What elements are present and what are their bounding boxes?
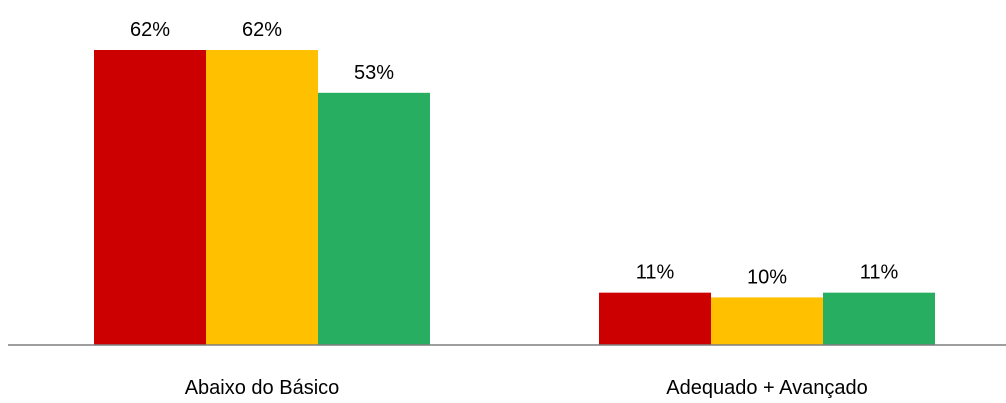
bar — [823, 292, 935, 345]
value-labels-layer: 62% 62% 53% 11% 10% 11% — [130, 19, 899, 288]
category-label: Adequado + Avançado — [666, 377, 867, 398]
category-labels-layer: Abaixo do Básico Adequado + Avançado — [185, 377, 868, 399]
bar — [318, 92, 430, 346]
value-label: 62% — [242, 19, 282, 41]
bar — [711, 297, 823, 345]
category-label: Abaixo do Básico — [185, 377, 340, 398]
bar — [206, 50, 318, 345]
value-label: 11% — [636, 262, 675, 284]
value-label: 53% — [354, 62, 394, 84]
value-label: 10% — [747, 266, 787, 288]
bar — [94, 50, 206, 345]
value-label: 11% — [860, 262, 899, 284]
bars-layer — [94, 50, 935, 346]
bar — [599, 292, 711, 345]
value-label: 62% — [130, 19, 170, 41]
